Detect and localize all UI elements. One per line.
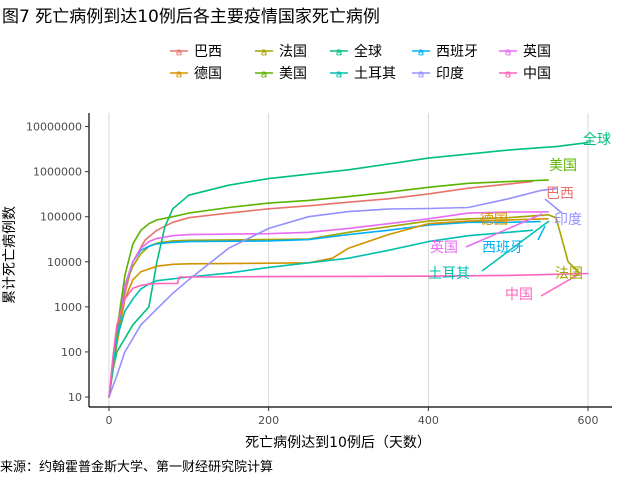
legend-key-glyph: a [418,68,425,81]
end-label-中国: 中国 [505,287,533,303]
end-label-巴西: 巴西 [546,186,574,202]
legend-key-glyph: a [505,46,512,59]
series-line-土耳其 [108,229,534,398]
y-tick-label: 1000 [54,301,82,314]
x-tick-label: 200 [258,414,279,427]
end-label-leader [537,225,546,241]
y-tick-label: 10 [68,391,82,404]
end-label-土耳其: 土耳其 [428,266,470,282]
axes [88,113,612,408]
end-label-西班牙: 西班牙 [482,240,524,256]
series-line-全球 [108,141,589,398]
chart-source: 来源：约翰霍普金斯大学、第一财经研究院计算 [0,460,274,475]
legend-item: a 中国 [499,66,551,82]
end-label-美国: 美国 [549,158,577,174]
y-tick-label: 100000 [40,211,82,224]
x-axis-title: 死亡病例达到10例后（天数） [245,435,431,451]
legend-key-glyph: a [176,68,183,81]
end-label-英国: 英国 [430,239,458,256]
series-lines [108,141,589,398]
y-tick-label: 1000000 [33,166,82,179]
legend-item: a 英国 [499,43,551,60]
legend-label: 巴西 [194,44,222,60]
y-tick-label: 100 [61,346,82,359]
end-label-法国: 法国 [555,266,583,282]
legend-label: 土耳其 [354,66,396,82]
y-tick-label: 10000 [47,256,82,269]
legend-item: a 法国 [255,44,307,60]
series-line-印度 [108,187,557,398]
legend-item: a 土耳其 [330,66,396,82]
x-tick-label: 0 [105,414,112,427]
end-label-德国: 德国 [480,212,508,228]
grid-lines [108,113,589,407]
legend-item: a 印度 [412,66,464,82]
end-label-印度: 印度 [554,212,582,228]
series-line-法国 [108,214,581,398]
legend-label: 中国 [523,66,551,82]
legend-key-glyph: a [418,46,425,59]
chart-title: 图7 死亡病例到达10例后各主要疫情国家死亡病例 [2,7,380,27]
x-tick-label: 400 [418,414,439,427]
end-label-leader [540,272,582,297]
series-line-美国 [108,179,549,398]
series-line-西班牙 [108,220,541,398]
legend-label: 美国 [279,66,307,82]
series-line-中国 [108,272,589,398]
end-label-leader [544,198,563,214]
series-line-英国 [108,211,549,398]
series-line-巴西 [108,180,534,398]
legend-label: 英国 [523,43,551,60]
legend-label: 全球 [354,43,382,60]
legend-key-glyph: a [336,68,343,81]
legend-label: 西班牙 [436,44,478,60]
legend-key-glyph: a [261,68,268,81]
end-label-leader [481,220,550,272]
legend: a 巴西 a 法国 a 全球 a 西班牙 a 英国 a 德国 a 美国 a 土耳其 a 印度 a 中国 [170,43,551,82]
legend-key-glyph: a [336,46,343,59]
legend-label: 印度 [436,66,464,82]
legend-label: 法国 [279,44,307,60]
legend-item: a 德国 [170,66,222,82]
legend-item: a 美国 [255,66,307,82]
legend-key-glyph: a [261,46,268,59]
y-axis-title: 累计死亡病例数 [2,206,18,304]
y-ticks: 10 100 1000 10000 100000 1000000 10000000 [26,121,89,404]
label-leaders [465,198,582,297]
end-label-leader [465,213,543,248]
series-line-德国 [108,218,549,398]
legend-item: a 全球 [330,43,382,60]
x-ticks: 0 200 400 600 [105,407,599,427]
legend-key-glyph: a [176,46,183,59]
y-tick-label: 10000000 [26,121,82,134]
end-label-全球: 全球 [583,131,611,148]
legend-item: a 西班牙 [412,44,478,60]
x-tick-label: 600 [578,414,599,427]
legend-key-glyph: a [505,68,512,81]
legend-item: a 巴西 [170,44,222,60]
legend-label: 德国 [194,66,222,82]
